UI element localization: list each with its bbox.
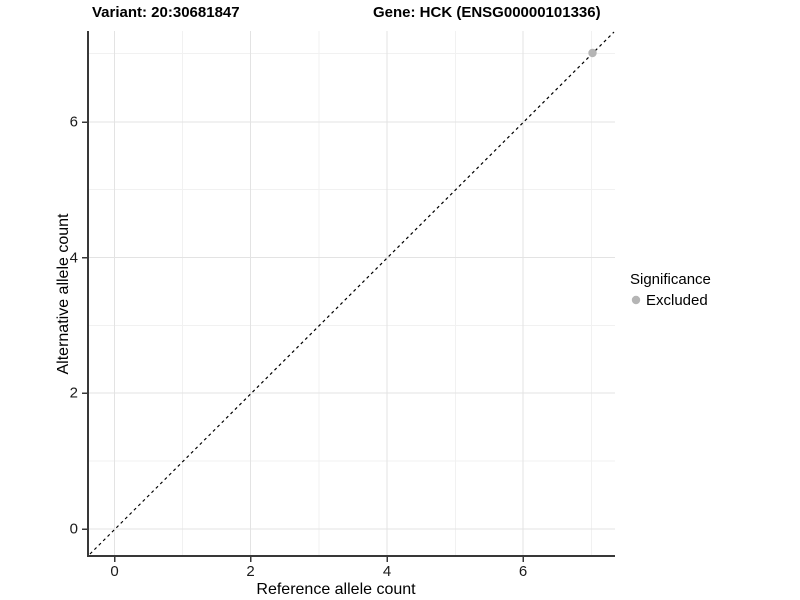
gene-title: Gene: HCK (ENSG00000101336) <box>373 4 601 21</box>
y-tick-label-6: 6 <box>69 113 78 131</box>
data-point-excluded <box>588 48 597 58</box>
x-tick-label-2: 2 <box>246 563 255 580</box>
minor-gridlines <box>88 31 615 556</box>
axis-lines <box>87 31 615 557</box>
tick-marks <box>82 121 524 562</box>
legend-item-excluded-label: Excluded <box>646 292 708 309</box>
x-tick-label-0: 0 <box>110 563 119 580</box>
variant-title: Variant: 20:30681847 <box>92 4 240 21</box>
legend-excluded-dot-icon <box>631 295 641 305</box>
y-axis-title: Alternative allele count <box>55 213 72 375</box>
x-axis-title: Reference allele count <box>256 581 416 598</box>
legend-title: Significance <box>630 271 711 288</box>
y-tick-label-2: 2 <box>69 384 78 402</box>
y-tick-label-0: 0 <box>69 520 78 538</box>
identity-line <box>89 31 615 555</box>
x-tick-label-4: 4 <box>382 563 392 580</box>
y-tick-label-4: 4 <box>69 249 78 266</box>
x-tick-label-6: 6 <box>518 563 528 580</box>
major-gridlines <box>88 31 615 556</box>
